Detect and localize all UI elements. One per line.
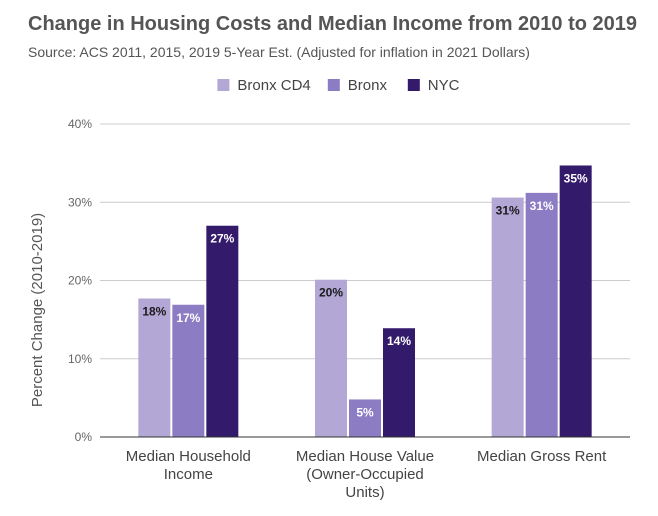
x-category-label: Median Household — [126, 448, 251, 465]
data-label: 27% — [210, 232, 234, 246]
legend-label: Bronx CD4 — [237, 77, 310, 94]
y-axis-label: Percent Change (2010-2019) — [29, 213, 46, 407]
data-label: 17% — [176, 311, 200, 325]
x-category-label: Units) — [345, 484, 384, 501]
bar-layer: 18% 17% 27% 20% 5% 14% 31% 31% 35% — [138, 165, 592, 437]
data-label: 5% — [356, 405, 374, 419]
y-tick-label: 10% — [68, 352, 92, 366]
y-tick-label: 0% — [75, 430, 93, 444]
data-label: 31% — [530, 199, 554, 213]
data-label: 18% — [142, 304, 166, 318]
data-label: 35% — [564, 171, 588, 185]
x-category-label: (Owner-Occupied — [306, 466, 424, 483]
bar — [138, 298, 171, 437]
bar — [349, 399, 381, 437]
legend: Bronx CD4 Bronx NYC — [217, 77, 460, 94]
bar — [559, 165, 592, 437]
y-tick-label: 30% — [68, 195, 92, 209]
legend-label: NYC — [428, 77, 460, 94]
legend-swatch — [327, 79, 340, 91]
y-tick-label: 20% — [68, 274, 92, 288]
bar — [315, 279, 347, 437]
legend-swatch — [217, 79, 230, 91]
data-label: 14% — [387, 334, 411, 348]
bar — [525, 192, 558, 437]
bar — [383, 328, 415, 437]
legend-label: Bronx — [348, 77, 388, 94]
data-label: 20% — [319, 286, 343, 300]
bar — [172, 304, 205, 437]
legend-swatch — [407, 79, 420, 91]
chart-title: Change in Housing Costs and Median Incom… — [28, 13, 638, 35]
data-label: 31% — [496, 204, 520, 218]
x-category-label: Income — [164, 466, 213, 483]
bar — [491, 197, 524, 437]
chart-subtitle: Source: ACS 2011, 2015, 2019 5-Year Est.… — [28, 44, 530, 60]
bar — [206, 225, 239, 437]
x-category-label: Median Gross Rent — [477, 448, 607, 465]
y-tick-label: 40% — [68, 117, 92, 131]
x-category-label: Median House Value — [296, 448, 434, 465]
